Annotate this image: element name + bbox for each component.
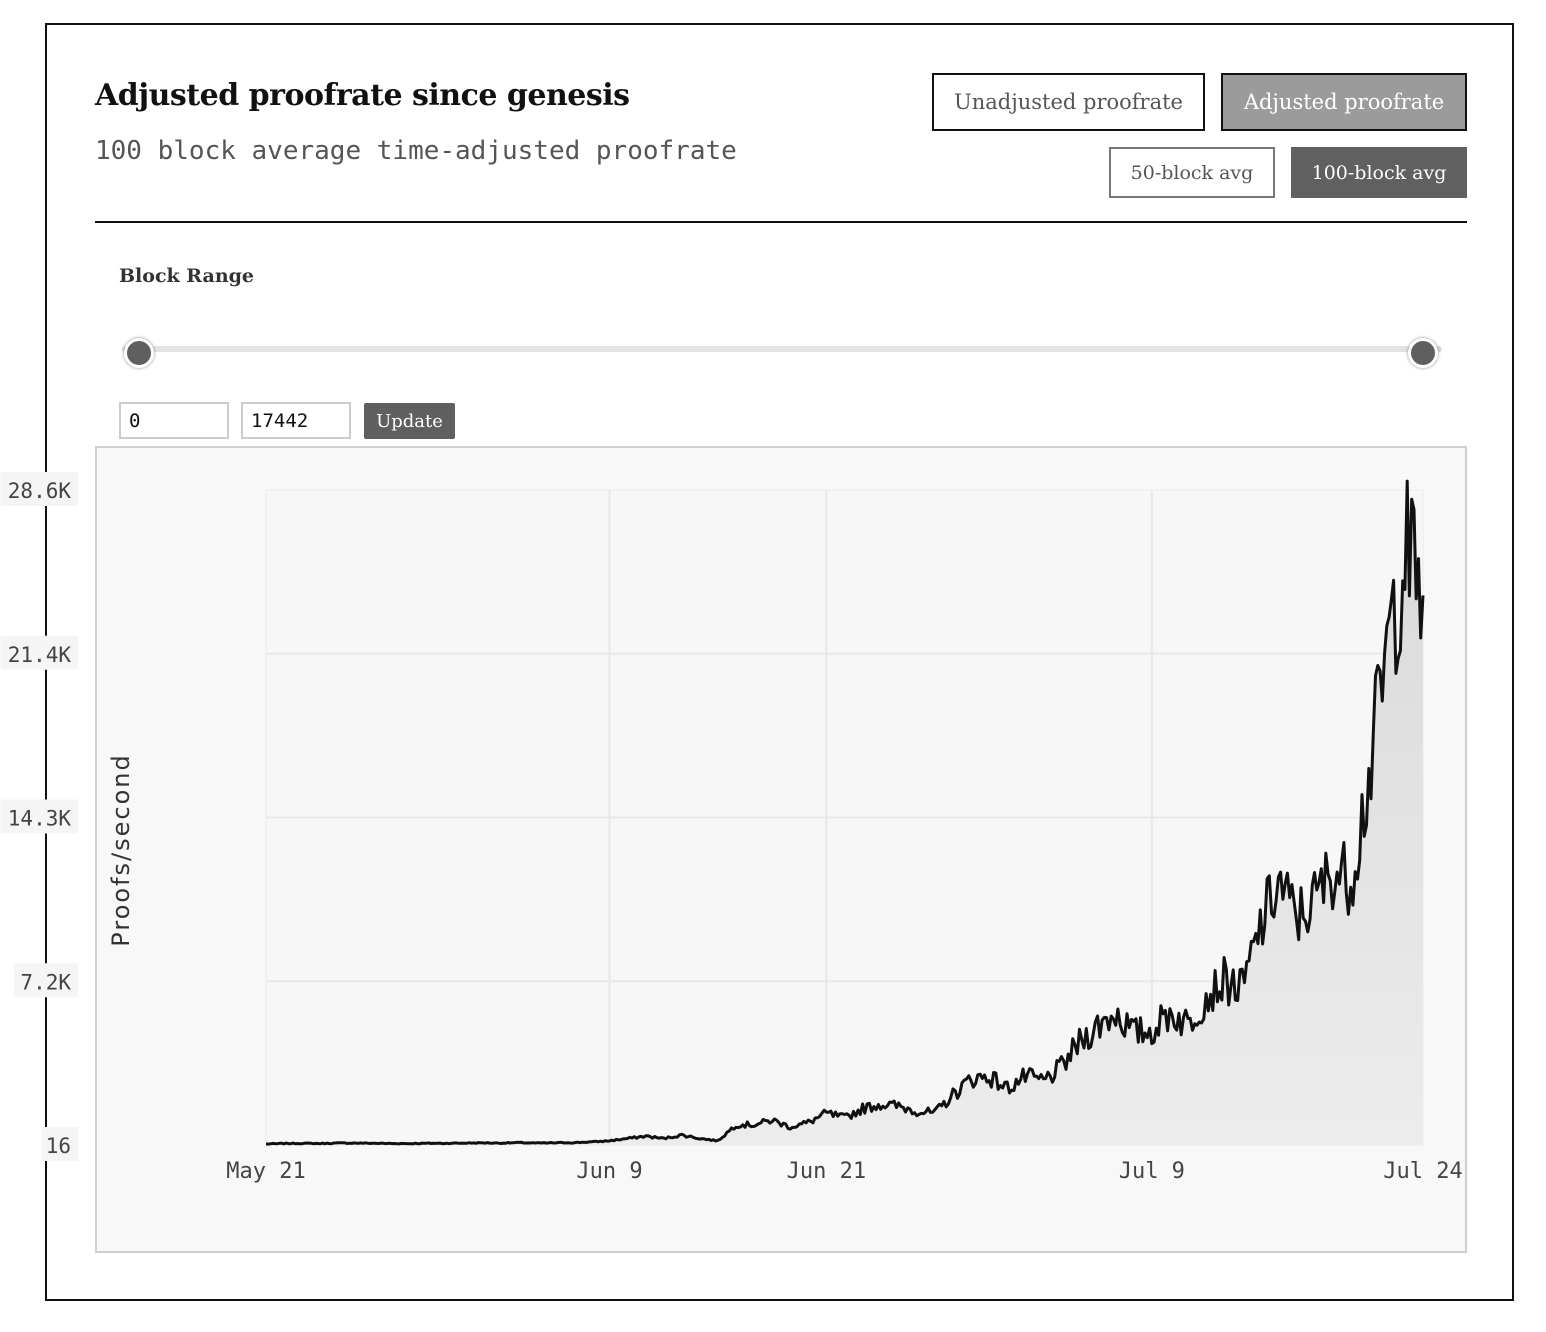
y-tick-background	[0, 635, 78, 670]
update-button[interactable]: Update	[364, 403, 455, 439]
y-tick-label: 14.3K	[8, 807, 72, 831]
block-range-max-input[interactable]	[241, 402, 351, 439]
y-axis-label: Proofs/second	[107, 753, 135, 946]
block-range-end-handle[interactable]	[1408, 338, 1438, 368]
chart-subtitle: 100 block average time-adjusted proofrat…	[95, 136, 737, 166]
x-tick-label: Jun 21	[787, 1159, 866, 1184]
y-tick-label: 7.2K	[20, 970, 71, 994]
block-range-label: Block Range	[119, 265, 255, 287]
avg-50-block-button[interactable]: 50-block avg	[1109, 147, 1275, 198]
y-tick-label: 28.6K	[8, 479, 72, 503]
x-tick-label: Jun 9	[576, 1159, 642, 1184]
x-tick-label: May 21	[226, 1159, 305, 1184]
y-tick-background	[14, 963, 78, 998]
y-tick-background	[0, 472, 78, 506]
x-axis: May 21 Jun 9 Jun 21 Jul 9 Jul 24	[226, 1159, 1462, 1184]
y-tick-background	[0, 799, 78, 834]
y-tick-label: 21.4K	[8, 643, 72, 667]
y-tick-label: 16	[46, 1134, 71, 1158]
x-tick-label: Jul 9	[1119, 1159, 1185, 1184]
unadjusted-proofrate-button[interactable]: Unadjusted proofrate	[932, 73, 1205, 131]
page-title: Adjusted proofrate since genesis	[95, 78, 630, 113]
block-range-min-input[interactable]	[119, 402, 229, 439]
series-area	[266, 481, 1423, 1146]
block-range-slider-fill	[139, 346, 1423, 352]
header-divider	[95, 221, 1467, 223]
x-tick-label: Jul 24	[1383, 1159, 1462, 1184]
block-range-start-handle[interactable]	[124, 338, 154, 368]
avg-100-block-button[interactable]: 100-block avg	[1291, 147, 1467, 198]
series-line	[265, 479, 1425, 1146]
y-tick-background	[41, 1127, 78, 1161]
y-axis: 16 7.2K 14.3K 21.4K 28.6K	[0, 472, 78, 1161]
adjusted-proofrate-button[interactable]: Adjusted proofrate	[1221, 73, 1467, 131]
